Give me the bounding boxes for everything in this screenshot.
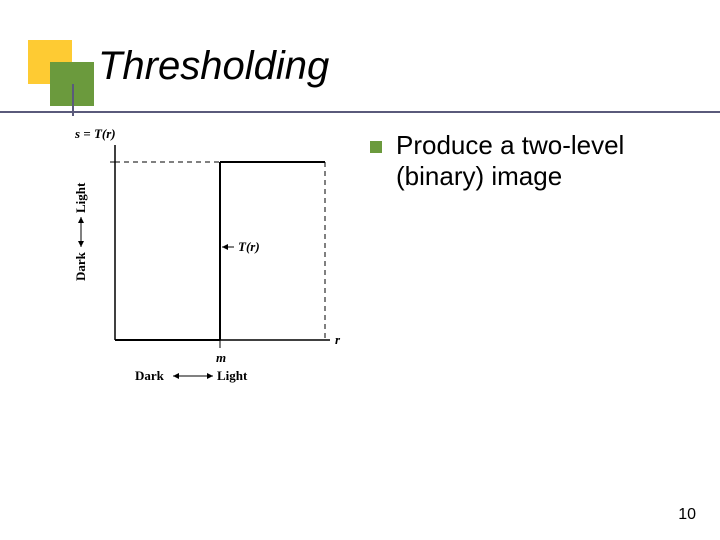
bullet-square-icon <box>370 140 382 152</box>
header-rule <box>0 100 720 102</box>
page-number: 10 <box>678 506 696 524</box>
threshold-diagram: s = T(r) r T(r) m Dark Light Dark Light <box>60 120 350 390</box>
svg-text:Light: Light <box>73 182 88 213</box>
svg-text:m: m <box>216 350 226 365</box>
svg-text:Dark: Dark <box>135 368 165 383</box>
svg-text:r: r <box>335 332 341 347</box>
bullet-text: Produce a two-level (binary) image <box>396 130 696 192</box>
svg-text:Light: Light <box>217 368 248 383</box>
slide-title: Thresholding <box>98 44 329 89</box>
bullet-item: Produce a two-level (binary) image <box>370 130 696 192</box>
svg-text:s = T(r): s = T(r) <box>74 126 116 141</box>
svg-text:Dark: Dark <box>73 251 88 281</box>
svg-text:T(r): T(r) <box>238 239 260 254</box>
